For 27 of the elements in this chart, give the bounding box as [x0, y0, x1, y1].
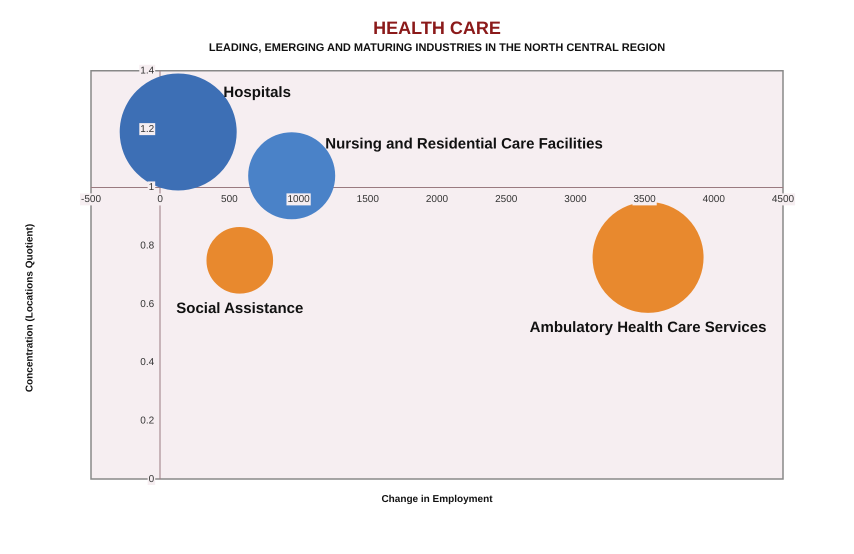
x-tick-label: 4500 — [772, 194, 795, 206]
y-tick-label: 0 — [148, 474, 155, 485]
x-tick-label: 4000 — [702, 194, 726, 206]
y-axis-title: Concentration (Locations Quotient) — [24, 224, 36, 392]
x-tick-label: 1000 — [287, 194, 310, 206]
series-label: Nursing and Residential Care Facilities — [325, 136, 603, 153]
x-tick-label: 2000 — [426, 194, 449, 206]
series-label: Ambulatory Health Care Services — [530, 319, 766, 336]
x-tick-label: 3000 — [564, 194, 587, 206]
y-tick-label: 1.2 — [140, 124, 155, 135]
x-tick-label: 0 — [157, 194, 164, 206]
y-tick-label: 0.8 — [140, 240, 155, 252]
y-tick-label: 1 — [148, 182, 155, 194]
x-tick-label: 500 — [221, 194, 238, 206]
chart-title: HEALTH CARE — [373, 18, 501, 38]
x-tick-label: -500 — [80, 194, 102, 206]
chart-subtitle: LEADING, EMERGING AND MATURING INDUSTRIES IN THE NORTH CENTRAL REGION — [208, 42, 666, 54]
x-tick-label: 3500 — [633, 194, 656, 206]
y-tick-label: 0.2 — [140, 415, 155, 426]
y-tick-label: 0.6 — [140, 298, 155, 310]
series-label: Hospitals — [223, 84, 291, 101]
y-tick-label: 1.4 — [140, 66, 155, 77]
x-tick-label: 2500 — [495, 194, 518, 206]
x-axis-title: Change in Employment — [380, 494, 494, 505]
series-label: Social Assistance — [176, 300, 304, 317]
y-tick-label: 0.4 — [140, 357, 155, 368]
x-tick-label: 1500 — [356, 194, 380, 206]
